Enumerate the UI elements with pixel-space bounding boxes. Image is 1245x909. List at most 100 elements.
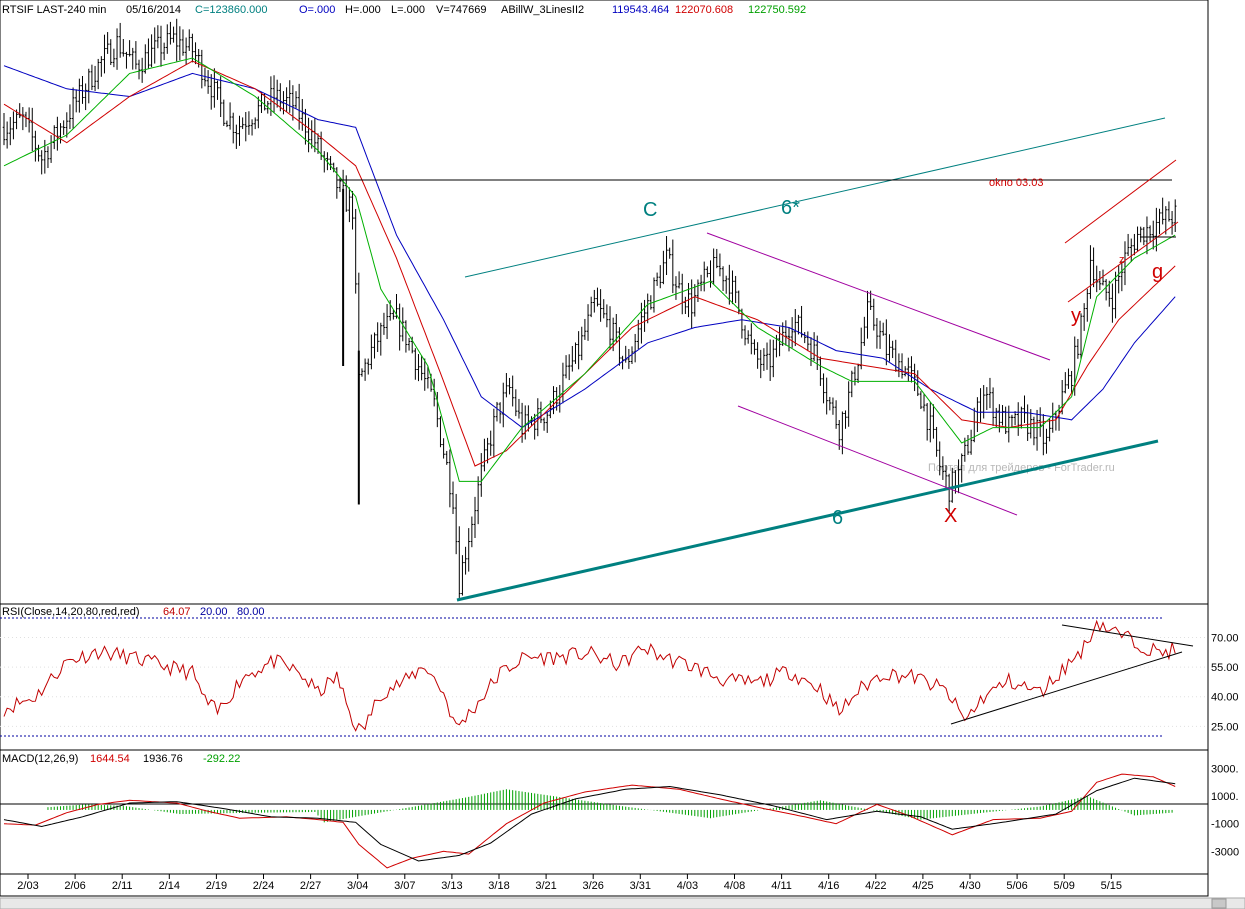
- price-bar: [1070, 370, 1073, 394]
- price-bar: [407, 337, 411, 351]
- price-bar: [213, 68, 216, 108]
- date-tick-label: 5/09: [1053, 880, 1074, 892]
- price-bar: [1173, 199, 1177, 233]
- price-bar: [65, 112, 69, 138]
- low-label: L=.000: [391, 4, 425, 16]
- price-bar: [790, 317, 794, 348]
- price-bar: [473, 496, 477, 539]
- price-bar: [941, 456, 945, 480]
- high-label: H=.000: [345, 4, 381, 16]
- price-bar: [40, 150, 43, 175]
- date-tick-label: 2/03: [17, 880, 38, 892]
- price-bar: [938, 441, 942, 476]
- date-tick-label: 3/26: [582, 880, 603, 892]
- price-bar: [458, 526, 461, 598]
- price-bar: [12, 111, 15, 140]
- date-tick-label: 3/21: [535, 880, 556, 892]
- price-bar: [1142, 226, 1146, 246]
- price-bar: [253, 117, 257, 130]
- price-bar: [445, 450, 449, 465]
- price-bar: [235, 124, 238, 149]
- price-bar: [37, 144, 40, 162]
- price-bar: [831, 397, 835, 415]
- price-bar: [743, 325, 747, 346]
- price-bar: [750, 323, 753, 355]
- price-bar: [175, 18, 178, 62]
- price-bar: [1023, 395, 1026, 424]
- price-bar: [1117, 265, 1120, 294]
- scrollbar-thumb[interactable]: [1211, 898, 1227, 909]
- date-tick-label: 5/15: [1101, 880, 1122, 892]
- moving-averages: [3, 57, 1176, 482]
- price-bar: [448, 449, 452, 508]
- price-bars: [2, 18, 1177, 598]
- indicator-red-value: 122070.608: [675, 4, 733, 16]
- macd-header: MACD(12,26,9) 1644.54 1936.76 -292.22: [2, 753, 240, 765]
- price-bar: [929, 402, 932, 443]
- price-bar: [344, 175, 348, 212]
- macd-line: [3, 773, 1176, 869]
- price-bar: [96, 58, 100, 90]
- trendline-6: [456, 439, 1159, 602]
- price-bar: [464, 546, 467, 575]
- rsi-y-tick-label: 55.00: [1211, 662, 1239, 674]
- price-bar: [307, 117, 310, 153]
- price-bar: [1126, 233, 1130, 256]
- price-bar: [423, 358, 427, 391]
- price-bar: [187, 29, 191, 51]
- price-bar: [1123, 241, 1127, 286]
- wave-label-c: C: [643, 199, 657, 221]
- price-bar: [935, 426, 938, 457]
- price-bar: [56, 116, 59, 151]
- price-bar: [872, 298, 876, 331]
- price-bar: [718, 253, 722, 277]
- date-tick-label: 4/16: [818, 880, 839, 892]
- price-bar: [721, 266, 725, 292]
- price-bar: [1161, 197, 1164, 225]
- price-bar: [671, 239, 675, 294]
- price-bar: [1158, 208, 1161, 235]
- price-bar: [746, 330, 750, 344]
- price-bar: [461, 555, 464, 596]
- price-bar: [125, 51, 128, 69]
- price-bar: [856, 363, 860, 384]
- price-bar: [150, 34, 153, 68]
- rsi-y-axis: 70.00 55.00 40.00 25.00: [0, 633, 1239, 733]
- price-bar: [1035, 409, 1039, 451]
- price-bar: [134, 41, 138, 70]
- price-bar: [881, 322, 885, 336]
- scrollbar[interactable]: [0, 897, 1245, 909]
- price-bar: [580, 326, 584, 361]
- price-bar: [514, 389, 518, 417]
- price-bar: [376, 322, 379, 353]
- macd-y-tick-label: 3000.: [1211, 764, 1239, 776]
- price-header: RTSIF LAST-240 min 05/16/2014 C=123860.0…: [2, 4, 806, 16]
- price-bar: [153, 27, 157, 64]
- price-bar: [467, 528, 471, 572]
- price-bar: [1082, 303, 1086, 331]
- date-tick-label: 4/11: [771, 880, 792, 892]
- price-bar: [897, 353, 901, 378]
- price-bar: [793, 308, 797, 347]
- price-bar: [511, 375, 514, 407]
- price-bar: [109, 39, 113, 65]
- wave-label-z: z: [1119, 254, 1125, 266]
- price-bar: [596, 287, 599, 307]
- rsi-upper-trendline: [1061, 624, 1194, 647]
- price-bar: [348, 187, 351, 223]
- price-bar: [765, 342, 769, 370]
- price-bar: [209, 74, 213, 110]
- price-bar: [1139, 226, 1142, 243]
- price-bar: [165, 24, 169, 54]
- price-bar: [489, 430, 492, 456]
- price-bar: [567, 354, 571, 381]
- price-bar: [837, 419, 841, 450]
- price-bar: [784, 320, 788, 346]
- price-bar: [373, 332, 376, 359]
- date-tick-label: 5/06: [1006, 880, 1027, 892]
- price-bar: [825, 377, 828, 415]
- price-bar: [122, 39, 125, 57]
- price-bar: [508, 377, 511, 395]
- price-bar: [18, 103, 21, 119]
- price-bar: [46, 146, 50, 169]
